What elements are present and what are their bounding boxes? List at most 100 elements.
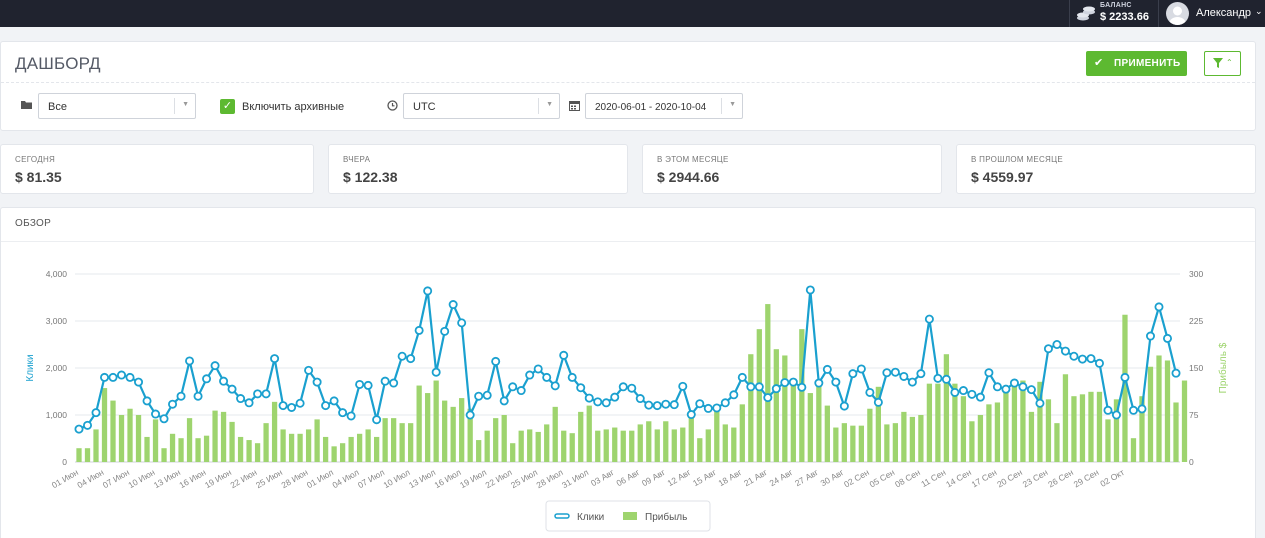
group-select-value: Все — [48, 101, 67, 113]
clicks-point — [151, 409, 161, 419]
x-tick-label: 08 Сен — [893, 467, 922, 490]
clicks-point — [380, 376, 390, 386]
x-tick-label: 16 Июн — [177, 467, 207, 490]
clicks-point — [414, 325, 424, 335]
date-range-select[interactable]: 2020-06-01 - 2020-10-04 ▼ — [585, 93, 743, 119]
x-tick-label: 10 Июл — [381, 467, 411, 490]
profit-bar — [612, 427, 618, 462]
clicks-point — [253, 389, 263, 399]
profit-bar — [297, 433, 303, 462]
profit-bar — [1156, 355, 1162, 462]
filter-toggle-button[interactable]: ⌃ — [1204, 51, 1241, 76]
x-tick-label: 03 Авг — [589, 467, 616, 488]
clicks-point — [669, 400, 679, 410]
clicks-point — [805, 285, 815, 295]
x-tick-label: 05 Сен — [868, 467, 897, 490]
profit-bar — [850, 425, 856, 462]
y-right-tick-label: 75 — [1189, 410, 1199, 420]
balance-widget[interactable]: БАЛАНС $ 2233.66 — [1069, 0, 1159, 27]
x-tick-label: 01 Июл — [305, 467, 335, 490]
profit-bar — [731, 427, 737, 462]
profit-bar — [101, 388, 108, 462]
user-menu[interactable]: Александр ⌄ — [1159, 0, 1265, 27]
clicks-point — [839, 401, 849, 411]
profit-bar — [969, 421, 975, 462]
clicks-point — [984, 368, 994, 378]
clicks-point — [321, 401, 331, 411]
divider — [538, 98, 539, 114]
clicks-point — [975, 392, 985, 402]
clicks-point — [1009, 378, 1019, 388]
clicks-point — [1145, 331, 1155, 341]
x-tick-label: 13 Июл — [407, 467, 437, 490]
clicks-point — [890, 367, 900, 377]
archive-checkbox[interactable]: ✓ — [220, 99, 235, 114]
y-left-axis-label: Клики — [25, 354, 36, 381]
group-select[interactable]: Все ▼ — [38, 93, 196, 119]
profit-bar — [271, 401, 278, 462]
profit-bar — [144, 436, 150, 462]
stat-value: $ 2944.66 — [657, 169, 720, 185]
clicks-point — [1086, 354, 1096, 364]
profit-bar — [442, 400, 448, 462]
clicks-point — [652, 401, 662, 411]
clicks-point — [1111, 410, 1121, 420]
x-tick-label: 29 Сен — [1072, 467, 1101, 490]
x-tick-label: 21 Авг — [742, 467, 769, 488]
x-tick-label: 11 Сен — [919, 467, 947, 489]
profit-bar — [629, 430, 635, 462]
clicks-point — [168, 399, 178, 409]
stat-label: В ЭТОМ МЕСЯЦЕ — [657, 155, 729, 164]
clicks-point — [176, 391, 186, 401]
check-icon: ✔ — [1094, 57, 1104, 69]
profit-bar — [816, 380, 822, 462]
profit-bar — [84, 448, 91, 462]
profit-bar — [93, 429, 99, 462]
clicks-point — [346, 411, 356, 421]
clicks-point — [389, 378, 399, 388]
caret-down-icon: ▼ — [546, 101, 553, 108]
profit-bar — [1079, 394, 1086, 462]
clicks-point — [1154, 302, 1164, 312]
clicks-point — [227, 384, 237, 394]
stat-card-last-month: В ПРОШЛОМ МЕСЯЦЕ $ 4559.97 — [956, 144, 1256, 194]
clicks-point — [482, 390, 492, 400]
profit-bar — [697, 438, 703, 462]
clicks-point — [236, 394, 246, 404]
clicks-point — [907, 377, 917, 387]
profit-bar — [152, 419, 159, 462]
profit-bar — [433, 380, 439, 462]
profit-bar — [977, 415, 984, 462]
profit-bar — [1113, 399, 1120, 462]
profit-bar — [756, 329, 762, 462]
x-tick-label: 30 Авг — [819, 467, 846, 488]
clicks-point — [244, 398, 254, 408]
profit-bar — [314, 419, 320, 462]
timezone-select[interactable]: UTC ▼ — [403, 93, 560, 119]
clicks-point — [576, 383, 586, 393]
clicks-point — [1094, 358, 1104, 368]
profit-bar — [220, 411, 227, 462]
profit-bar — [1054, 423, 1060, 462]
profit-bar — [671, 429, 677, 462]
clicks-point — [916, 369, 926, 379]
profit-bar — [765, 304, 771, 462]
stat-value: $ 81.35 — [15, 169, 62, 185]
clicks-point — [933, 373, 943, 383]
apply-button[interactable]: ✔ ПРИМЕНИТЬ — [1086, 51, 1187, 76]
clicks-point — [338, 408, 348, 418]
profit-bar — [365, 429, 371, 462]
stat-card-today: СЕГОДНЯ $ 81.35 — [0, 144, 314, 194]
clicks-point — [899, 371, 909, 381]
profit-bar — [1062, 374, 1069, 462]
profit-bar — [552, 406, 558, 462]
clicks-point — [499, 396, 509, 406]
clicks-point — [1043, 344, 1053, 354]
profit-bar — [339, 443, 346, 462]
profit-bar — [178, 438, 184, 462]
profit-bar — [841, 423, 847, 462]
profit-bar — [943, 354, 950, 462]
clicks-point — [950, 387, 960, 397]
profit-bar — [867, 408, 873, 462]
top-bar: БАЛАНС $ 2233.66 Александр ⌄ — [0, 0, 1265, 27]
